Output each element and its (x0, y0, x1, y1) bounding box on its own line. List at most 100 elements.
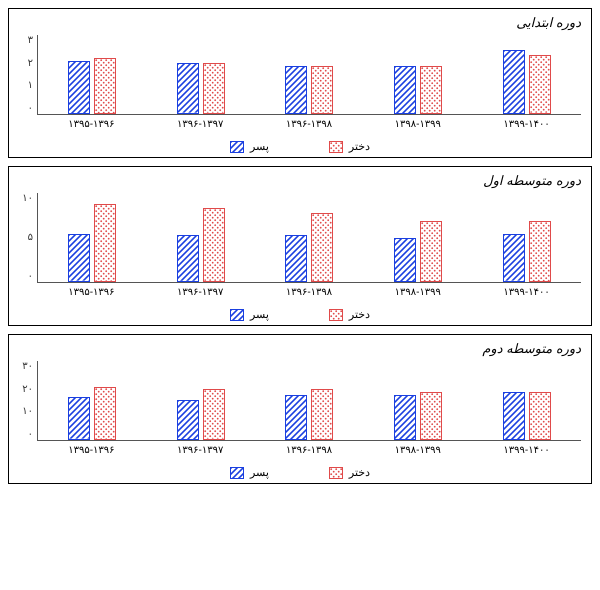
x-tick-label: ۱۳۹۹-۱۴۰۰ (503, 287, 549, 298)
girl-swatch-icon (329, 141, 343, 153)
legend-label: دختر (349, 308, 370, 321)
legend-label: پسر (250, 308, 269, 321)
legend: پسر دختر (19, 308, 581, 321)
x-axis: ۱۳۹۵-۱۳۹۶۱۳۹۶-۱۳۹۷۱۳۹۶-۱۳۹۸۱۳۹۸-۱۳۹۹۱۳۹۹… (37, 119, 581, 130)
y-axis: ۱۰ ۵ ۰ (19, 193, 37, 283)
x-tick-label: ۱۳۹۹-۱۴۰۰ (503, 445, 549, 456)
bar-group (394, 221, 442, 282)
boy-bar (394, 395, 416, 440)
girl-bar (94, 58, 116, 114)
bar-group (177, 389, 225, 440)
girl-bar (203, 389, 225, 440)
chart-panel-p2: دوره متوسطه اول ۱۰ ۵ ۰ ۱۳۹۵-۱۳۹۶ ۱۳۹۶-۱۳۹۷ ۱۳۹… (8, 166, 592, 326)
x-axis: ۱۳۹۵-۱۳۹۶ ۱۳۹۶-۱۳۹۷ ۱۳۹۶-۱۳۹۸ ۱۳۹۸-۱۳۹۹ ۱۳۹۹… (37, 445, 581, 456)
x-tick-label: ۱۳۹۶-۱۳۹۸ (286, 445, 332, 456)
boy-bar (285, 66, 307, 114)
chart-panel-p3: دوره متوسطه دوم۳۰۲۰۱۰۰۱۳۹۵-۱۳۹۶۱۳۹۶-۱۳۹۷… (8, 334, 592, 484)
y-tick-label: ۰ (19, 429, 33, 440)
y-tick-label: ۵ (19, 232, 33, 243)
legend-item-boy: پسر (230, 466, 269, 479)
x-tick-label: ۱۳۹۶-۱۳۹۷ (177, 287, 223, 298)
bar-group (177, 208, 225, 282)
boy-bar (68, 61, 90, 114)
girl-bar (420, 221, 442, 282)
plot-area (37, 193, 581, 283)
bar-group (68, 204, 116, 282)
girl-bar (94, 204, 116, 282)
girl-bar (420, 392, 442, 440)
plot-area (37, 35, 581, 115)
boy-bar (394, 238, 416, 282)
boy-bar (285, 395, 307, 440)
bar-group (503, 50, 551, 114)
x-tick-label: ۱۳۹۶-۱۳۹۸ (286, 119, 332, 130)
girl-bar (420, 66, 442, 114)
x-tick-label: ۱۳۹۸-۱۳۹۹ (395, 445, 441, 456)
boy-bar (394, 66, 416, 114)
legend-label: پسر (250, 140, 269, 153)
x-tick-label: ۱۳۹۹-۱۴۰۰ (503, 119, 549, 130)
panel-title: دوره ابتدایی (19, 15, 581, 31)
y-axis: ۳۰ ۲۰ ۱۰ ۰ (19, 361, 37, 441)
chart-area: ۳۲۱۰ (19, 35, 581, 115)
bar-group (285, 213, 333, 282)
boy-bar (68, 397, 90, 440)
boy-bar (503, 234, 525, 282)
boy-bar (177, 400, 199, 440)
y-tick-label: ۱۰ (19, 406, 33, 417)
x-tick-label: ۱۳۹۸-۱۳۹۹ (395, 119, 441, 130)
bar-group (394, 392, 442, 440)
girl-swatch-icon (329, 309, 343, 321)
legend-label: دختر (349, 140, 370, 153)
x-tick-label: ۱۳۹۵-۱۳۹۶ (68, 287, 114, 298)
bars-row (38, 35, 581, 114)
boy-swatch-icon (230, 141, 244, 153)
chart-area: ۳۰ ۲۰ ۱۰ ۰ (19, 361, 581, 441)
y-tick-label: ۰ (19, 103, 33, 114)
legend-item-girl: دختر (329, 140, 370, 153)
bar-group (68, 58, 116, 114)
x-tick-label: ۱۳۹۶-۱۳۹۸ (286, 287, 332, 298)
x-tick-label: ۱۳۹۶-۱۳۹۷ (177, 119, 223, 130)
bars-row (38, 361, 581, 440)
girl-bar (94, 387, 116, 440)
bar-group (177, 63, 225, 114)
chart-panel-p1: دوره ابتدایی۳۲۱۰۱۳۹۵-۱۳۹۶۱۳۹۶-۱۳۹۷۱۳۹۶-۱… (8, 8, 592, 158)
legend-item-girl: دختر (329, 466, 370, 479)
girl-bar (203, 63, 225, 114)
bars-row (38, 193, 581, 282)
legend: پسر دختر (19, 466, 581, 479)
legend: پسر دختر (19, 140, 581, 153)
y-tick-label: ۳ (19, 35, 33, 46)
girl-bar (529, 221, 551, 282)
girl-bar (311, 389, 333, 440)
boy-bar (285, 235, 307, 282)
legend-item-boy: پسر (230, 140, 269, 153)
plot-area (37, 361, 581, 441)
x-tick-label: ۱۳۹۶-۱۳۹۷ (177, 445, 223, 456)
legend-label: پسر (250, 466, 269, 479)
y-tick-label: ۰ (19, 271, 33, 282)
girl-bar (311, 66, 333, 114)
y-tick-label: ۳۰ (19, 361, 33, 372)
boy-bar (177, 235, 199, 282)
legend-item-boy: پسر (230, 308, 269, 321)
girl-swatch-icon (329, 467, 343, 479)
boy-bar (503, 50, 525, 114)
bar-group (68, 387, 116, 440)
boy-bar (177, 63, 199, 114)
x-axis: ۱۳۹۵-۱۳۹۶۱۳۹۶-۱۳۹۷۱۳۹۶-۱۳۹۸۱۳۹۸-۱۳۹۹۱۳۹۹… (37, 287, 581, 298)
bar-group (394, 66, 442, 114)
y-tick-label: ۲۰ (19, 384, 33, 395)
girl-bar (529, 55, 551, 114)
bar-group (503, 221, 551, 282)
bar-group (285, 389, 333, 440)
bar-group (503, 392, 551, 440)
boy-bar (503, 392, 525, 440)
panel-title: دوره متوسطه اول (19, 173, 581, 189)
y-tick-label: ۱۰ (19, 193, 33, 204)
boy-bar (68, 234, 90, 282)
legend-label: دختر (349, 466, 370, 479)
x-tick-label: ۱۳۹۵-۱۳۹۶ (68, 445, 114, 456)
y-axis: ۳۲۱۰ (19, 35, 37, 115)
